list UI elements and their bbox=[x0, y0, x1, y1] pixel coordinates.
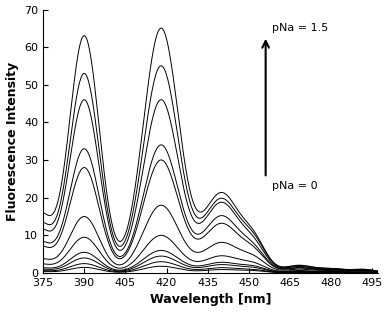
Text: pNa = 0: pNa = 0 bbox=[272, 181, 318, 191]
Text: pNa = 1.5: pNa = 1.5 bbox=[272, 23, 329, 33]
Y-axis label: Fluorescence Intensity: Fluorescence Intensity bbox=[5, 62, 19, 221]
X-axis label: Wavelength [nm]: Wavelength [nm] bbox=[150, 294, 271, 306]
